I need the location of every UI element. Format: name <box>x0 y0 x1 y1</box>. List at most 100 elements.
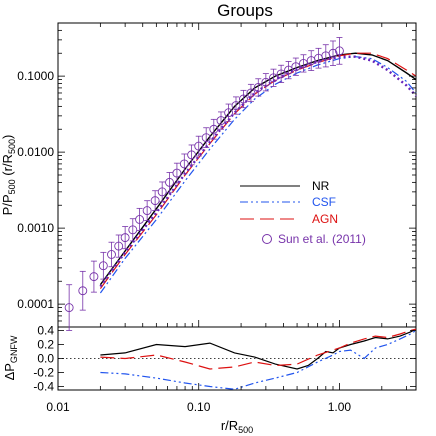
sun-data-point <box>276 64 286 83</box>
residual-series-line-csf <box>100 329 417 390</box>
sun-marker <box>299 58 308 68</box>
main-y-tick-label: 0.0010 <box>17 221 54 235</box>
sun-data-point <box>261 73 271 92</box>
sun-marker <box>172 168 182 178</box>
sun-marker <box>328 48 338 58</box>
residual-y-axis-label-sub: GNFW <box>9 335 19 363</box>
sun-data-point <box>135 207 145 231</box>
sun-data-point <box>107 241 116 268</box>
sun-marker <box>128 225 138 235</box>
x-tick-label: 0.10 <box>187 400 211 414</box>
sun-marker <box>194 141 204 151</box>
sun-data-point <box>194 135 204 157</box>
sun-data-point <box>120 226 130 250</box>
sun-marker <box>261 77 271 87</box>
sun-marker <box>269 73 278 83</box>
sun-data-point <box>165 172 174 193</box>
sun-marker <box>239 94 248 104</box>
sun-marker <box>284 65 294 75</box>
sun-marker <box>231 101 241 111</box>
sun-marker <box>224 108 234 118</box>
sun-marker <box>120 233 130 243</box>
main-y-axis-label-close: ) <box>0 135 15 139</box>
sun-marker <box>291 62 301 72</box>
sun-marker <box>135 215 145 224</box>
axes: 0.01 0.10 1.00 0.0001 0.0010 0.0100 0.1000 -0.4… <box>17 22 416 414</box>
sun-marker <box>107 250 116 259</box>
sun-data-point <box>306 50 316 71</box>
legend: NR CSF AGN Sun et al. (2011) <box>240 179 366 246</box>
main-y-axis-label-suffix: (r/R <box>0 154 15 179</box>
residual-y-tick-label: 0.0 <box>37 352 54 366</box>
main-series-line-nr <box>99 52 417 286</box>
legend-marker-sun <box>262 234 272 244</box>
sun-data-point <box>78 270 88 311</box>
sun-data-point <box>269 68 278 87</box>
x-axis-label-sub: 500 <box>238 425 253 435</box>
sun-data-point <box>114 234 124 258</box>
sun-data-point <box>246 83 256 103</box>
sun-data-point <box>98 251 108 280</box>
residual-y-tick-label: 0.4 <box>37 324 54 338</box>
sun-data-point <box>328 40 338 66</box>
x-tick-label: 1.00 <box>328 400 352 414</box>
sun-marker <box>64 303 74 313</box>
sun-marker <box>209 124 219 134</box>
sun-marker <box>165 177 174 187</box>
sun-marker <box>187 150 197 160</box>
sun-data-point <box>321 44 331 68</box>
residual-y-tick-label: 0.2 <box>37 338 54 352</box>
sun-data-point <box>239 89 248 109</box>
chart-title: Groups <box>217 1 273 20</box>
residual-y-tick-label: -0.2 <box>33 366 54 380</box>
x-axis-title: r/R500 <box>221 418 253 435</box>
sun-data-point <box>157 181 167 203</box>
sun-marker <box>179 159 189 169</box>
sun-data-point <box>150 190 160 211</box>
sun-marker <box>334 46 344 56</box>
sun-data-point <box>299 54 308 73</box>
sun-marker <box>150 196 160 206</box>
sun-data-point <box>89 260 99 293</box>
residual-y-axis-label: ΔP <box>2 363 17 380</box>
sun-data-point <box>142 200 152 221</box>
main-y-axis-label: P/P <box>0 194 15 215</box>
legend-label-sun: Sun et al. (2011) <box>278 232 366 246</box>
sun-data-point <box>64 284 74 331</box>
residual-y-tick-label: -0.4 <box>33 380 54 394</box>
sun-data-point <box>216 111 226 130</box>
sun-marker <box>157 187 167 197</box>
sun-marker <box>276 69 286 79</box>
sun-data-point <box>209 118 219 140</box>
sun-data-point <box>179 153 189 175</box>
legend-label-agn: AGN <box>312 212 338 226</box>
legend-label-nr: NR <box>312 179 330 193</box>
sun-data-point <box>201 127 211 148</box>
legend-label-csf: CSF <box>312 195 336 209</box>
main-y-tick-label: 0.1000 <box>17 69 54 83</box>
sun-marker <box>78 286 88 296</box>
main-y-tick-label: 0.0100 <box>17 145 54 159</box>
sun-data-point <box>128 218 138 242</box>
sun-data-point <box>172 162 182 184</box>
main-plot-frame <box>57 22 417 328</box>
sun-data-point <box>253 78 263 97</box>
x-tick-label: 0.01 <box>46 400 70 414</box>
sun-data-point <box>231 96 241 115</box>
main-series-line-agn <box>99 52 417 289</box>
main-y-axis-label-sub: 500 <box>7 179 17 194</box>
sun-marker <box>253 82 263 92</box>
sun-marker <box>89 272 99 282</box>
sun-data-point <box>334 37 344 65</box>
main-y-tick-label: 0.0001 <box>17 297 54 311</box>
main-series-line-gnfw-fit <box>99 55 417 288</box>
sun-data-point <box>314 47 323 69</box>
residual-plot <box>58 328 417 390</box>
sun-marker <box>201 133 211 143</box>
residual-y-axis-title: ΔPGNFW <box>2 335 19 380</box>
sun-data-point <box>224 103 234 122</box>
sun-marker <box>142 206 152 216</box>
sun-marker <box>246 88 256 98</box>
sun-data-point <box>291 57 301 76</box>
